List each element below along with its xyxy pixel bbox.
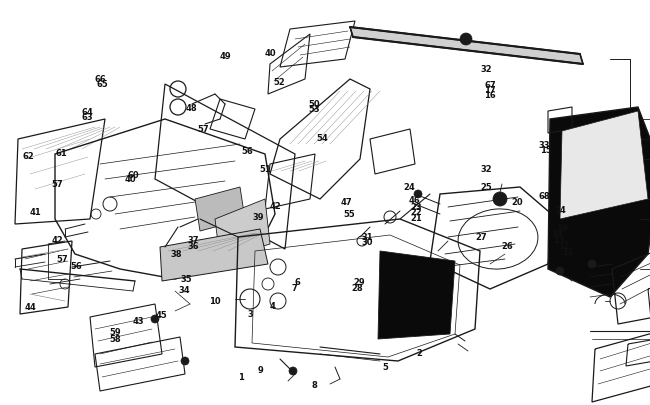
Polygon shape (350, 28, 583, 65)
Text: 38: 38 (170, 250, 182, 259)
Text: 18: 18 (551, 229, 563, 238)
Text: 4: 4 (270, 301, 276, 310)
Text: 57: 57 (197, 124, 209, 133)
Text: 42: 42 (269, 201, 281, 210)
Text: 60: 60 (127, 171, 139, 179)
Text: 15: 15 (540, 145, 552, 154)
Text: 40: 40 (124, 175, 136, 184)
Circle shape (151, 315, 159, 323)
Text: 11: 11 (562, 248, 574, 257)
Text: 53: 53 (309, 105, 320, 114)
Text: 43: 43 (133, 317, 144, 326)
Text: 46: 46 (409, 196, 421, 205)
Circle shape (289, 367, 297, 375)
Text: 65: 65 (96, 80, 108, 89)
Text: 8: 8 (311, 380, 317, 389)
Text: 40: 40 (265, 49, 276, 58)
Text: 61: 61 (56, 149, 68, 158)
Text: 32: 32 (480, 165, 492, 174)
Text: 3: 3 (248, 309, 253, 318)
Text: 51: 51 (259, 165, 271, 174)
Text: 58: 58 (109, 334, 121, 343)
Text: 26: 26 (501, 242, 513, 251)
Text: 27: 27 (475, 232, 487, 241)
Text: 32: 32 (480, 65, 492, 74)
Circle shape (414, 190, 422, 198)
Polygon shape (160, 230, 268, 281)
Text: 28: 28 (351, 283, 363, 292)
Text: 54: 54 (316, 134, 328, 143)
Text: 29: 29 (353, 277, 365, 286)
Text: 6: 6 (294, 277, 301, 286)
Text: 7: 7 (292, 283, 297, 292)
Polygon shape (215, 200, 270, 259)
Text: 49: 49 (220, 52, 231, 61)
Text: 10: 10 (209, 296, 220, 305)
Circle shape (181, 357, 189, 365)
Text: 39: 39 (252, 212, 264, 221)
Text: 19: 19 (556, 223, 567, 232)
Text: 36: 36 (188, 241, 200, 250)
Text: 48: 48 (185, 104, 197, 113)
Polygon shape (560, 112, 648, 220)
Text: 22: 22 (410, 208, 422, 217)
Text: 35: 35 (180, 274, 192, 283)
Text: 21: 21 (410, 213, 422, 222)
Text: 44: 44 (25, 303, 36, 311)
Text: 50: 50 (309, 100, 320, 109)
Circle shape (460, 34, 472, 46)
Circle shape (588, 260, 596, 269)
Text: 52: 52 (274, 77, 285, 86)
Circle shape (556, 267, 564, 275)
Polygon shape (548, 108, 650, 297)
Text: 12: 12 (558, 242, 569, 251)
Text: 47: 47 (341, 197, 352, 206)
Text: 24: 24 (404, 183, 415, 192)
Text: 41: 41 (30, 208, 42, 217)
Text: 57: 57 (57, 255, 68, 264)
Text: 64: 64 (81, 107, 93, 116)
Text: 57: 57 (51, 180, 63, 189)
Text: 59: 59 (109, 328, 121, 337)
Text: 67: 67 (484, 81, 496, 90)
Text: 34: 34 (179, 286, 190, 294)
Circle shape (493, 192, 507, 207)
Polygon shape (195, 188, 245, 231)
Text: 13: 13 (553, 236, 565, 245)
Text: 30: 30 (361, 238, 373, 247)
Text: 1: 1 (237, 372, 244, 381)
Text: 56: 56 (71, 261, 83, 270)
Polygon shape (378, 252, 455, 339)
Text: 37: 37 (188, 235, 200, 244)
Text: 33: 33 (539, 141, 551, 149)
Text: 20: 20 (511, 197, 523, 206)
Text: 16: 16 (484, 91, 496, 100)
Text: 9: 9 (257, 365, 263, 374)
Text: 68: 68 (538, 192, 550, 201)
Text: 55: 55 (343, 209, 355, 218)
Text: 42: 42 (51, 235, 63, 244)
Text: 56: 56 (241, 146, 253, 155)
Text: 2: 2 (416, 348, 422, 357)
Text: 5: 5 (382, 362, 389, 371)
Text: 23: 23 (410, 202, 422, 211)
Text: 25: 25 (480, 183, 492, 192)
Text: 45: 45 (155, 310, 167, 319)
Text: 63: 63 (81, 113, 93, 122)
Text: 31: 31 (361, 232, 373, 241)
Text: 14: 14 (554, 205, 566, 214)
Text: 17: 17 (484, 85, 496, 94)
Text: 66: 66 (94, 75, 106, 83)
Text: 62: 62 (22, 151, 34, 160)
